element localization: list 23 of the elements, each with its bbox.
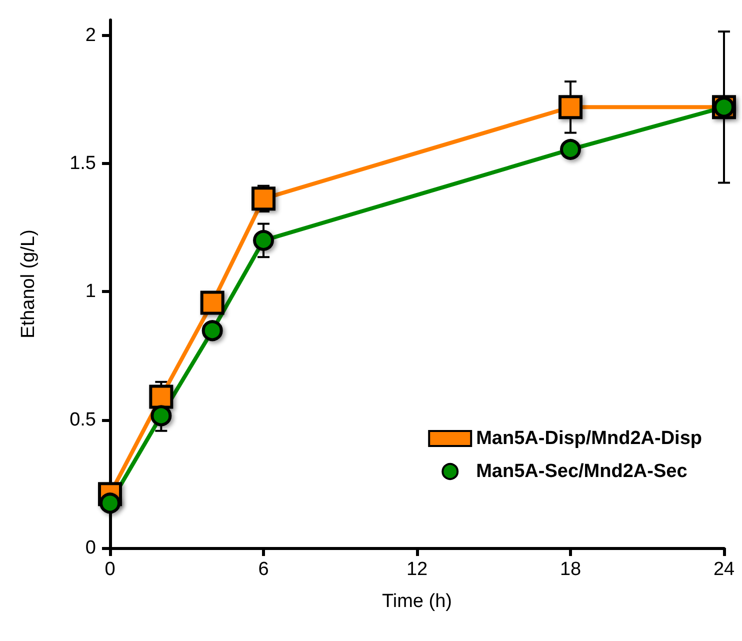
x-tick-label: 6 [258, 559, 269, 580]
y-tick-label: 1 [85, 281, 96, 302]
point [200, 290, 224, 315]
x-tick-label: 0 [104, 559, 116, 580]
x-tick-label: 12 [406, 559, 428, 580]
point [150, 405, 172, 426]
y-tick-label: 1.5 [70, 153, 96, 174]
point [252, 186, 276, 211]
legend-label: Man5A-Disp/Mnd2A-Disp [476, 428, 702, 449]
point [558, 95, 582, 120]
x-axis-title: Time (h) [382, 591, 452, 612]
x-tick-label: 18 [560, 559, 582, 580]
point [202, 320, 223, 342]
point [560, 138, 581, 160]
x-tick-label: 24 [713, 559, 735, 580]
y-tick-label: 0 [85, 538, 96, 558]
point [253, 230, 274, 251]
legend-label: Man5A-Sec/Mnd2A-Sec [476, 461, 688, 482]
y-tick-label: 0.5 [70, 409, 96, 430]
y-axis-title: Ethanol (g/L) [18, 230, 39, 338]
point [100, 492, 120, 514]
y-tick-label: 2 [85, 24, 96, 46]
point [149, 384, 174, 409]
